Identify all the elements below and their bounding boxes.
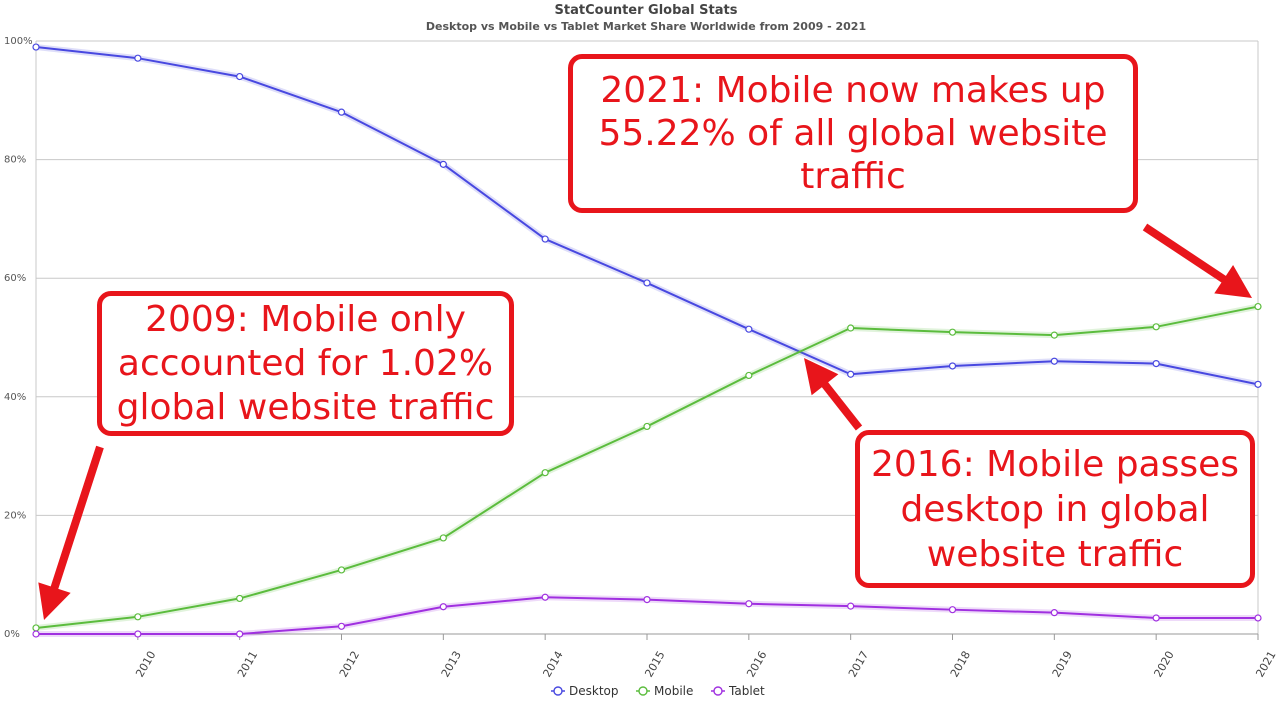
data-point-desktop[interactable] bbox=[1152, 359, 1160, 368]
x-tick-label: 2017 bbox=[846, 649, 871, 680]
data-point-tablet[interactable] bbox=[541, 593, 549, 601]
data-point-mobile[interactable] bbox=[439, 534, 447, 542]
x-tick-label: 2010 bbox=[133, 649, 158, 680]
annotation-2021: 2021: Mobile now makes up 55.22% of all … bbox=[568, 54, 1138, 213]
annotation-line: 2021: Mobile now makes up bbox=[600, 70, 1106, 111]
arrow-2009 bbox=[38, 445, 104, 620]
x-tick-label: 2013 bbox=[439, 649, 464, 680]
legend: Desktop Mobile Tablet bbox=[551, 684, 765, 698]
y-tick-label: 20% bbox=[4, 510, 26, 521]
data-point-mobile[interactable] bbox=[1050, 331, 1058, 339]
annotation-line: 55.22% of all global website bbox=[598, 113, 1108, 154]
data-point-mobile[interactable] bbox=[541, 469, 549, 477]
data-point-desktop[interactable] bbox=[337, 108, 346, 116]
arrow-2009-head bbox=[38, 582, 71, 620]
annotation-line: website traffic bbox=[926, 533, 1184, 575]
legend-swatch-desktop[interactable] bbox=[553, 686, 563, 696]
data-point-desktop[interactable] bbox=[847, 370, 855, 378]
arrow-2021-head bbox=[1214, 265, 1252, 298]
data-point-tablet[interactable] bbox=[948, 606, 957, 614]
data-point-mobile[interactable] bbox=[1254, 302, 1262, 311]
chart-subtitle: Desktop vs Mobile vs Tablet Market Share… bbox=[426, 20, 866, 33]
y-tick-label: 60% bbox=[4, 273, 26, 284]
data-point-mobile[interactable] bbox=[745, 371, 753, 380]
annotation-line: accounted for 1.02% bbox=[117, 342, 494, 384]
legend-label-mobile[interactable]: Mobile bbox=[654, 684, 693, 698]
annotation-line: 2016: Mobile passes bbox=[870, 443, 1240, 485]
data-point-tablet[interactable] bbox=[236, 630, 244, 638]
y-tick-label: 80% bbox=[4, 155, 26, 166]
legend-label-desktop[interactable]: Desktop bbox=[569, 684, 619, 698]
data-point-desktop[interactable] bbox=[643, 279, 651, 287]
data-point-desktop[interactable] bbox=[32, 43, 40, 51]
data-point-desktop[interactable] bbox=[134, 54, 142, 62]
annotation-line: desktop in global bbox=[900, 488, 1210, 530]
data-point-mobile[interactable] bbox=[134, 613, 142, 621]
x-tick-label: 2019 bbox=[1050, 649, 1075, 680]
annotation-line: 2009: Mobile only bbox=[145, 298, 466, 340]
data-point-mobile[interactable] bbox=[948, 328, 957, 336]
data-point-desktop[interactable] bbox=[745, 325, 753, 333]
arrow-2021 bbox=[1142, 223, 1252, 298]
data-point-tablet[interactable] bbox=[337, 622, 346, 630]
legend-swatch-tablet[interactable] bbox=[713, 686, 723, 696]
point-layer bbox=[32, 43, 1262, 638]
data-point-tablet[interactable] bbox=[643, 596, 651, 604]
x-tick-label: 2020 bbox=[1152, 649, 1177, 680]
data-point-tablet[interactable] bbox=[1254, 614, 1262, 622]
data-point-desktop[interactable] bbox=[439, 160, 447, 168]
data-point-desktop[interactable] bbox=[948, 362, 957, 370]
arrow-2009-shaft bbox=[50, 445, 104, 591]
data-point-desktop[interactable] bbox=[1050, 357, 1058, 365]
annotation-line: traffic bbox=[800, 156, 906, 197]
data-point-mobile[interactable] bbox=[337, 566, 346, 574]
data-point-tablet[interactable] bbox=[847, 602, 855, 610]
data-point-mobile[interactable] bbox=[1152, 323, 1160, 331]
data-point-mobile[interactable] bbox=[847, 324, 855, 332]
data-point-tablet[interactable] bbox=[745, 600, 753, 608]
data-point-mobile[interactable] bbox=[643, 422, 651, 431]
arrow-2016 bbox=[804, 358, 863, 431]
data-point-tablet[interactable] bbox=[134, 630, 142, 638]
arrow-2016-shaft bbox=[820, 380, 863, 431]
arrow-2021-shaft bbox=[1142, 223, 1228, 284]
x-tick-label: 2016 bbox=[744, 649, 769, 680]
annotation-line: global website traffic bbox=[116, 386, 495, 428]
arrow-layer bbox=[38, 223, 1252, 620]
arrow-2016-head bbox=[804, 358, 839, 396]
y-tick-label: 100% bbox=[4, 36, 33, 47]
x-tick-label: 2015 bbox=[642, 649, 667, 680]
y-tick-label: 40% bbox=[4, 392, 26, 403]
annotation-2016: 2016: Mobile passes desktop in global we… bbox=[855, 430, 1255, 588]
data-point-tablet[interactable] bbox=[439, 603, 447, 611]
legend-label-tablet[interactable]: Tablet bbox=[728, 684, 765, 698]
data-point-desktop[interactable] bbox=[236, 72, 244, 81]
legend-swatch-mobile[interactable] bbox=[638, 686, 648, 696]
x-tick-label: 2012 bbox=[337, 649, 362, 680]
data-point-desktop[interactable] bbox=[1254, 380, 1262, 388]
chart-title: StatCounter Global Stats bbox=[555, 3, 738, 18]
data-point-tablet[interactable] bbox=[1050, 609, 1058, 617]
data-point-tablet[interactable] bbox=[1152, 614, 1160, 622]
x-tick-label: 2011 bbox=[235, 649, 260, 680]
y-tick-label: 0% bbox=[4, 629, 20, 640]
data-point-tablet[interactable] bbox=[32, 630, 40, 638]
x-tick-label: 2018 bbox=[948, 649, 973, 680]
x-tick-label: 2021 bbox=[1253, 649, 1278, 680]
annotation-2009: 2009: Mobile only accounted for 1.02% gl… bbox=[97, 291, 514, 436]
data-point-desktop[interactable] bbox=[541, 235, 549, 243]
data-point-mobile[interactable] bbox=[32, 624, 40, 632]
data-point-mobile[interactable] bbox=[236, 594, 244, 603]
x-tick-label: 2014 bbox=[541, 649, 566, 680]
